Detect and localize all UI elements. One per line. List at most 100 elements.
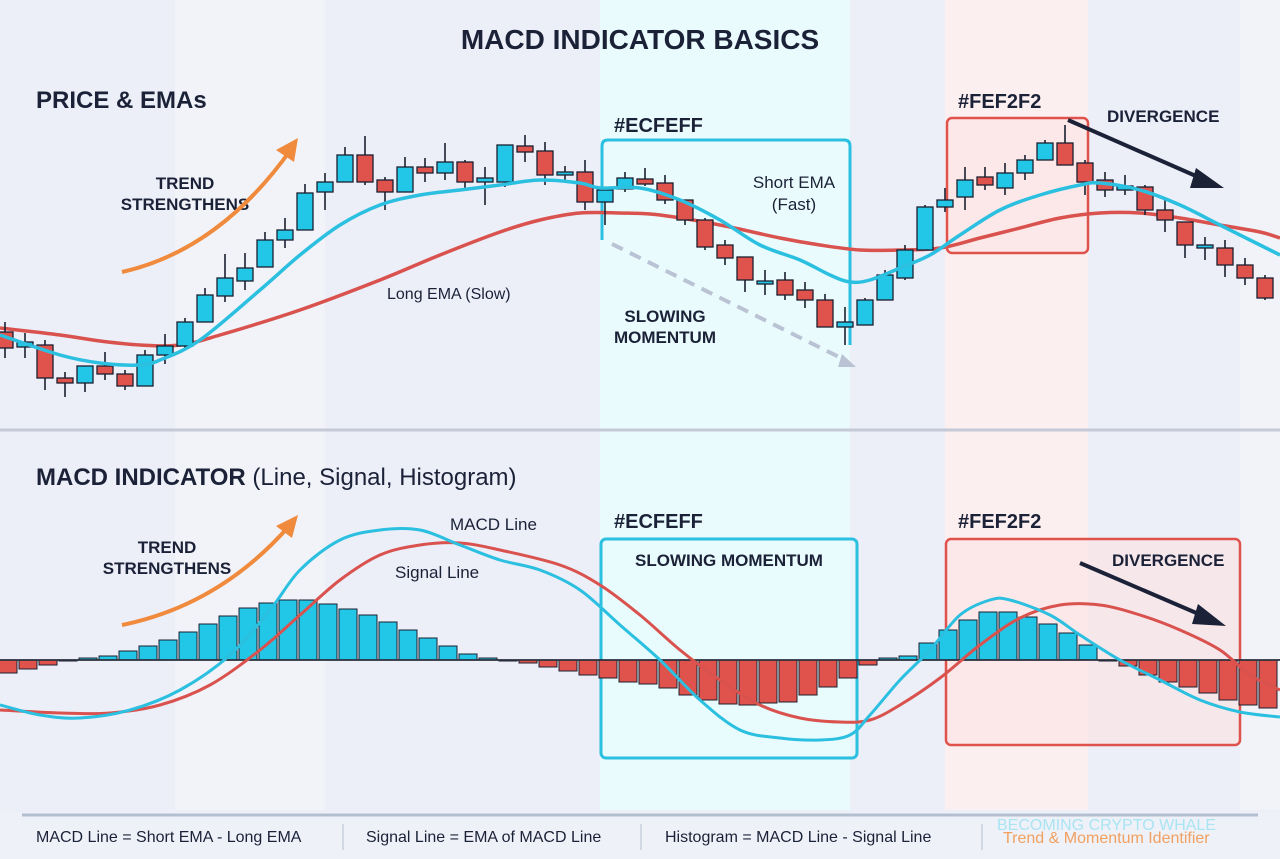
candle-body — [116, 373, 134, 387]
histogram-bar-positive — [318, 603, 338, 661]
bearish-candle — [96, 352, 114, 380]
histogram-bar-negative — [758, 659, 778, 704]
histogram-bar-negative — [798, 659, 818, 696]
short-ema-label-line2: (Fast) — [772, 195, 816, 214]
divergence-arrow-icon — [1067, 118, 1206, 182]
short-ema-label-line1: Short EMA — [753, 173, 836, 192]
bullish-candle — [176, 318, 194, 350]
candle-body — [216, 277, 234, 297]
histogram-bar-negative — [618, 659, 638, 683]
histogram-bar-positive — [398, 629, 418, 661]
candle-body — [336, 154, 354, 183]
candle-body — [356, 154, 374, 183]
candle-body — [1216, 247, 1234, 266]
bearish-candle — [1216, 240, 1234, 277]
histogram-bar-negative — [598, 659, 618, 679]
bearish-candle — [796, 282, 814, 308]
slowing-dashed-arrow-icon — [611, 242, 846, 362]
histogram-bar-negative — [818, 659, 838, 688]
bullish-candle — [956, 167, 974, 210]
bullish-candle — [936, 188, 954, 212]
candle-body — [76, 365, 94, 384]
candle-body — [496, 144, 514, 183]
bullish-candle — [196, 288, 214, 323]
slowing-label-line1: SLOWING — [624, 307, 705, 326]
candle-body — [696, 219, 714, 248]
histogram-bar-negative — [1198, 659, 1218, 694]
macd-trend-arrow-icon — [121, 523, 292, 627]
histogram-bar-positive — [1078, 644, 1098, 661]
histogram-bar-positive — [138, 645, 158, 661]
candle-body — [1076, 162, 1094, 183]
histogram-bar-positive — [198, 623, 218, 661]
price-chart — [0, 125, 1280, 397]
candle-body — [516, 145, 534, 153]
candle-body — [536, 150, 554, 176]
candle-body — [316, 181, 334, 193]
macd-line-label: MACD Line — [450, 515, 537, 534]
bearish-candle — [456, 160, 474, 188]
candle-body — [976, 176, 994, 186]
bullish-candle — [1196, 237, 1214, 260]
bearish-candle — [696, 218, 714, 250]
macd-panel-heading: MACD INDICATOR (Line, Signal, Histogram) — [36, 464, 517, 491]
trend-arrow-icon — [121, 146, 294, 274]
histogram-bar-positive — [418, 637, 438, 661]
bullish-candle — [1016, 155, 1034, 180]
candle-body — [1156, 209, 1174, 221]
brand-watermark: BECOMING CRYPTO WHALE — [997, 817, 1216, 834]
histogram-bar-negative — [638, 659, 658, 685]
candle-body — [256, 239, 274, 268]
histogram-bar-positive — [1018, 616, 1038, 661]
histogram-bar-positive — [378, 621, 398, 661]
candle-body — [856, 299, 874, 326]
histogram-bar-negative — [0, 659, 18, 674]
divergence-label: DIVERGENCE — [1107, 107, 1219, 126]
candle-body — [436, 161, 454, 174]
candle-body — [416, 166, 434, 174]
page-title: MACD INDICATOR BASICS — [461, 24, 819, 55]
trend-label-line1: TREND — [156, 174, 215, 193]
bullish-candle — [436, 143, 454, 180]
histogram-bar-negative — [538, 659, 558, 668]
bullish-candle — [336, 147, 354, 183]
histogram-bar-positive — [438, 645, 458, 661]
candle-body — [1176, 221, 1194, 246]
bearish-candle — [736, 256, 754, 292]
bearish-candle — [116, 370, 134, 390]
histogram-bar-negative — [558, 659, 578, 672]
bullish-candle — [216, 254, 234, 302]
candle-body — [476, 177, 494, 183]
histogram-bar-positive — [118, 650, 138, 661]
macd-red-hex-label: #FEF2F2 — [958, 511, 1041, 533]
candle-body — [1016, 159, 1034, 174]
formula-histogram: Histogram = MACD Line - Signal Line — [665, 829, 931, 846]
bearish-candle — [516, 135, 534, 162]
histogram-bar-negative — [778, 659, 798, 703]
bullish-candle — [756, 270, 774, 295]
bullish-candle — [556, 166, 574, 180]
bearish-candle — [816, 294, 834, 328]
bearish-candle — [716, 240, 734, 265]
histogram-bar-negative — [18, 659, 38, 670]
bearish-candle — [976, 167, 994, 190]
slowing-label-line2: MOMENTUM — [614, 328, 716, 347]
slowing-arrowhead-icon — [838, 354, 856, 367]
histogram-bar-negative — [1218, 659, 1238, 701]
short-ema-line — [0, 178, 1280, 367]
macd-panel: MACD INDICATOR (Line, Signal, Histogram)… — [0, 464, 1280, 760]
candle-body — [876, 274, 894, 301]
candle-body — [736, 256, 754, 281]
price-panel-heading: PRICE & EMAs — [36, 87, 207, 114]
candle-body — [96, 365, 114, 375]
bearish-candle — [1056, 125, 1074, 166]
bullish-candle — [996, 163, 1014, 195]
formula-macd-line: MACD Line = Short EMA - Long EMA — [36, 829, 302, 846]
macd-trend-label-line1: TREND — [138, 538, 197, 557]
signal-line-label: Signal Line — [395, 563, 479, 582]
candle-body — [796, 289, 814, 301]
slowing-momentum-box — [600, 138, 852, 345]
candle-body — [1236, 264, 1254, 279]
bearish-candle — [416, 158, 434, 182]
candle-body — [196, 294, 214, 323]
